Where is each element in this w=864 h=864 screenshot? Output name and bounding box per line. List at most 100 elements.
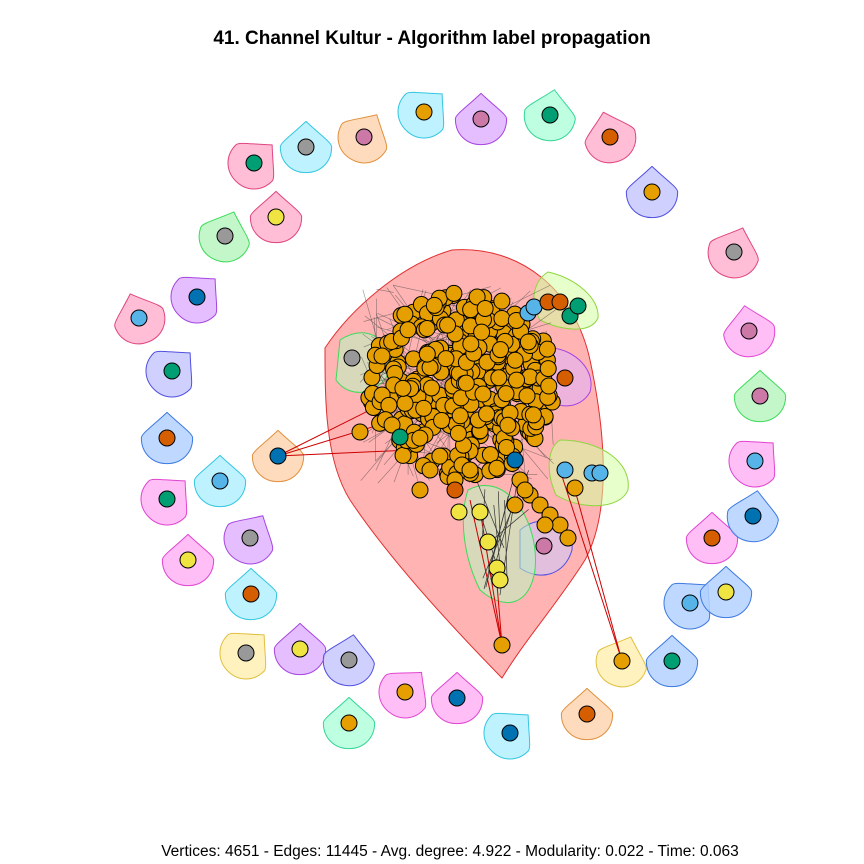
graph-node (591, 464, 609, 482)
graph-node (493, 292, 511, 310)
graph-node (746, 452, 764, 470)
graph-node (351, 423, 369, 441)
graph-node (451, 407, 469, 425)
graph-node (269, 447, 287, 465)
graph-title: 41. Channel Kultur - Algorithm label pro… (213, 28, 651, 49)
graph-node (497, 438, 515, 456)
graph-node (457, 374, 475, 392)
graph-node (540, 377, 558, 395)
graph-node (468, 288, 486, 306)
graph-node (461, 461, 479, 479)
graph-node (578, 705, 596, 723)
graph-node (418, 320, 436, 338)
graph-node (476, 299, 494, 317)
graph-node (518, 387, 536, 405)
graph-node (355, 128, 373, 146)
graph-node (703, 529, 721, 547)
graph-node (158, 429, 176, 447)
graph-node (188, 288, 206, 306)
graph-stats-caption: Vertices: 4651 - Edges: 11445 - Avg. deg… (161, 843, 739, 860)
graph-node (535, 537, 553, 555)
graph-edge (559, 469, 623, 662)
graph-node (425, 296, 443, 314)
graph-node (506, 496, 524, 514)
graph-node (744, 507, 762, 525)
graph-node (394, 446, 412, 464)
graph-node (506, 351, 524, 369)
graph-node (725, 243, 743, 261)
graph-edge (376, 288, 394, 293)
graph-edge (277, 449, 411, 457)
graph-node (524, 406, 542, 424)
graph-node (751, 387, 769, 405)
graph-node (471, 503, 489, 521)
graph-node (383, 416, 401, 434)
graph-node (216, 227, 234, 245)
graph-node (449, 424, 467, 442)
graph-node (462, 335, 480, 353)
graph-edge (504, 500, 508, 584)
graph-node (481, 446, 499, 464)
graph-node (448, 689, 466, 707)
graph-node (211, 472, 229, 490)
graph-node (613, 652, 631, 670)
graph-node (373, 347, 391, 365)
graph-node (446, 481, 464, 499)
graph-node (499, 416, 517, 434)
graph-node (681, 594, 699, 612)
graph-node (396, 683, 414, 701)
graph-node (569, 297, 587, 315)
graph-node (267, 208, 285, 226)
graph-node (245, 154, 263, 172)
graph-node (472, 110, 490, 128)
graph-node (343, 349, 361, 367)
graph-node (501, 724, 519, 742)
graph-node (439, 316, 457, 334)
graph-node (491, 571, 509, 589)
graph-node (431, 447, 449, 465)
graph-node (493, 309, 511, 327)
graph-edge (469, 499, 503, 646)
graph-node (411, 481, 429, 499)
graph-node (717, 583, 735, 601)
graph-node (391, 428, 409, 446)
graph-node (396, 305, 414, 323)
graph-node (380, 396, 398, 414)
graph-node (601, 128, 619, 146)
graph-node (536, 516, 554, 534)
graph-node (130, 309, 148, 327)
graph-node (740, 322, 758, 340)
graph-node (241, 529, 259, 547)
graph-node (394, 379, 412, 397)
graph-edge (574, 489, 623, 662)
graph-node (179, 551, 197, 569)
graph-node (556, 461, 574, 479)
graph-node (422, 379, 440, 397)
graph-node (559, 529, 577, 547)
graph-node (506, 451, 524, 469)
graph-node (237, 644, 255, 662)
graph-node (488, 459, 506, 477)
graph-node (437, 350, 455, 368)
graph-node (399, 321, 417, 339)
graph-node (415, 103, 433, 121)
graph-node (508, 371, 526, 389)
graph-node (478, 405, 496, 423)
graph-node (415, 399, 433, 417)
graph-node (411, 429, 429, 447)
graph-edge (497, 491, 501, 546)
graph-node (551, 293, 569, 311)
graph-node (158, 490, 176, 508)
graph-node (479, 533, 497, 551)
graph-node (541, 106, 559, 124)
graph-node (538, 340, 556, 358)
graph-node (491, 341, 509, 359)
graph-node (497, 385, 515, 403)
graph-node (663, 652, 681, 670)
graph-edge (475, 478, 505, 549)
graph-node (643, 183, 661, 201)
graph-node (490, 369, 508, 387)
graph-node (474, 385, 492, 403)
graph-node (396, 394, 414, 412)
